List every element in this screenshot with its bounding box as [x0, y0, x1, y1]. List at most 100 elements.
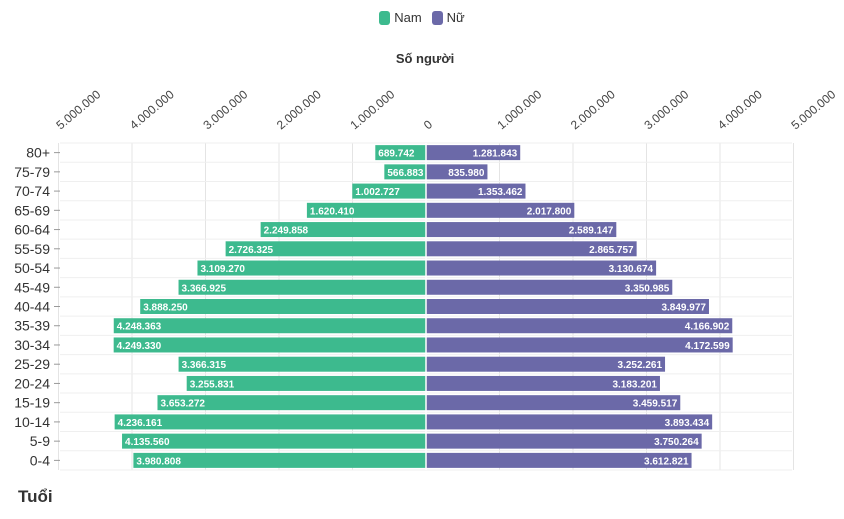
bar-male — [133, 452, 426, 468]
legend: Nam Nữ — [0, 10, 844, 25]
x-tick-label: 4.000.000 — [127, 87, 177, 132]
data-label-male: 3.653.272 — [160, 399, 205, 410]
bar-female — [426, 279, 673, 295]
bar-female — [426, 241, 637, 257]
bar-female — [426, 356, 666, 372]
data-label-female: 1.281.843 — [473, 149, 518, 160]
data-label-male: 3.255.831 — [190, 379, 235, 390]
data-label-female: 3.459.517 — [633, 399, 678, 410]
y-tick-label: 25-29 — [14, 356, 50, 372]
x-tick-label: 3.000.000 — [641, 87, 691, 132]
y-axis-title: Tuổi — [18, 487, 53, 506]
data-label-male: 1.002.727 — [355, 187, 400, 198]
bar-male — [384, 164, 426, 180]
y-tick-label: 15-19 — [14, 395, 50, 411]
data-label-female: 3.350.985 — [625, 283, 670, 294]
data-label-female: 3.750.264 — [654, 437, 699, 448]
bar-male — [186, 375, 426, 391]
data-label-male: 3.366.925 — [182, 283, 227, 294]
bar-male — [197, 260, 426, 276]
x-tick-label: 5.000.000 — [788, 87, 838, 132]
data-label-male: 4.236.161 — [118, 418, 163, 429]
data-label-female: 835.980 — [448, 168, 485, 179]
data-label-male: 1.620.410 — [310, 206, 355, 217]
data-label-male: 2.249.858 — [264, 226, 309, 237]
x-tick-label: 2.000.000 — [568, 87, 618, 132]
y-tick-label: 40-44 — [14, 299, 50, 315]
data-label-female: 3.893.434 — [665, 418, 710, 429]
y-tick-label: 55-59 — [14, 241, 50, 257]
data-label-male: 3.366.315 — [182, 360, 227, 371]
data-label-female: 1.353.462 — [478, 187, 523, 198]
data-label-male: 3.109.270 — [200, 264, 245, 275]
legend-swatch-male — [379, 10, 391, 25]
bar-male — [114, 414, 427, 430]
data-label-male: 689.742 — [378, 149, 415, 160]
y-tick-label: 80+ — [26, 145, 50, 161]
x-tick-label: 2.000.000 — [274, 87, 324, 132]
x-tick-label: 1.000.000 — [347, 87, 397, 132]
data-label-male: 566.883 — [387, 168, 424, 179]
data-label-female: 4.166.902 — [685, 322, 730, 333]
data-label-male: 4.249.330 — [117, 341, 162, 352]
bar-male — [225, 241, 426, 257]
bar-female — [426, 375, 660, 391]
y-tick-label: 10-14 — [14, 414, 50, 430]
bar-female — [426, 414, 713, 430]
data-label-female: 3.612.821 — [644, 456, 689, 467]
y-tick-label: 0-4 — [30, 452, 50, 468]
bar-male — [113, 337, 426, 353]
x-tick-label: 1.000.000 — [494, 87, 544, 132]
bar-female — [426, 395, 681, 411]
bar-male — [352, 183, 426, 199]
bar-male — [375, 145, 426, 161]
bar-male — [306, 202, 426, 218]
x-tick-label: 3.000.000 — [200, 87, 250, 132]
data-label-female: 2.017.800 — [527, 206, 572, 217]
data-label-male: 3.888.250 — [143, 303, 188, 314]
y-tick-label: 70-74 — [14, 183, 50, 199]
bar-female — [426, 299, 709, 314]
bar-female — [426, 183, 526, 199]
bar-male — [113, 318, 426, 334]
data-label-female: 3.849.977 — [661, 303, 706, 314]
bar-female — [426, 202, 575, 218]
data-label-male: 3.980.808 — [136, 456, 181, 467]
data-label-female: 4.172.599 — [685, 341, 730, 352]
bar-female — [426, 164, 488, 180]
legend-item-male[interactable]: Nam — [379, 10, 422, 25]
data-label-male: 4.135.560 — [125, 437, 170, 448]
bar-female — [426, 222, 617, 238]
bar-male — [178, 356, 426, 372]
y-tick-label: 60-64 — [14, 222, 50, 238]
x-axis-title: Số người — [395, 51, 455, 66]
bar-female — [426, 433, 702, 449]
bar-male — [157, 395, 427, 411]
legend-label-female: Nữ — [446, 10, 465, 25]
y-tick-label: 75-79 — [14, 164, 50, 180]
data-label-female: 2.589.147 — [569, 226, 614, 237]
y-tick-label: 5-9 — [30, 433, 50, 449]
y-tick-label: 35-39 — [14, 318, 50, 334]
x-tick-label: 5.000.000 — [53, 87, 103, 132]
bar-female — [426, 145, 521, 161]
y-tick-label: 65-69 — [14, 202, 50, 218]
y-tick-label: 30-34 — [14, 337, 50, 353]
legend-item-female[interactable]: Nữ — [431, 10, 465, 25]
bar-male — [178, 279, 426, 295]
bar-female — [426, 452, 692, 468]
x-tick-label: 0 — [421, 117, 435, 132]
y-tick-label: 45-49 — [14, 279, 50, 295]
bar-female — [426, 318, 733, 334]
y-tick-label: 20-24 — [14, 375, 50, 391]
data-label-female: 3.252.261 — [618, 360, 663, 371]
data-label-female: 3.130.674 — [609, 264, 654, 275]
data-label-female: 2.865.757 — [589, 245, 634, 256]
bar-female — [426, 337, 733, 353]
bar-male — [260, 222, 426, 238]
bar-male — [122, 433, 426, 449]
bar-female — [426, 260, 657, 276]
data-label-female: 3.183.201 — [612, 379, 657, 390]
data-label-male: 2.726.325 — [229, 245, 274, 256]
